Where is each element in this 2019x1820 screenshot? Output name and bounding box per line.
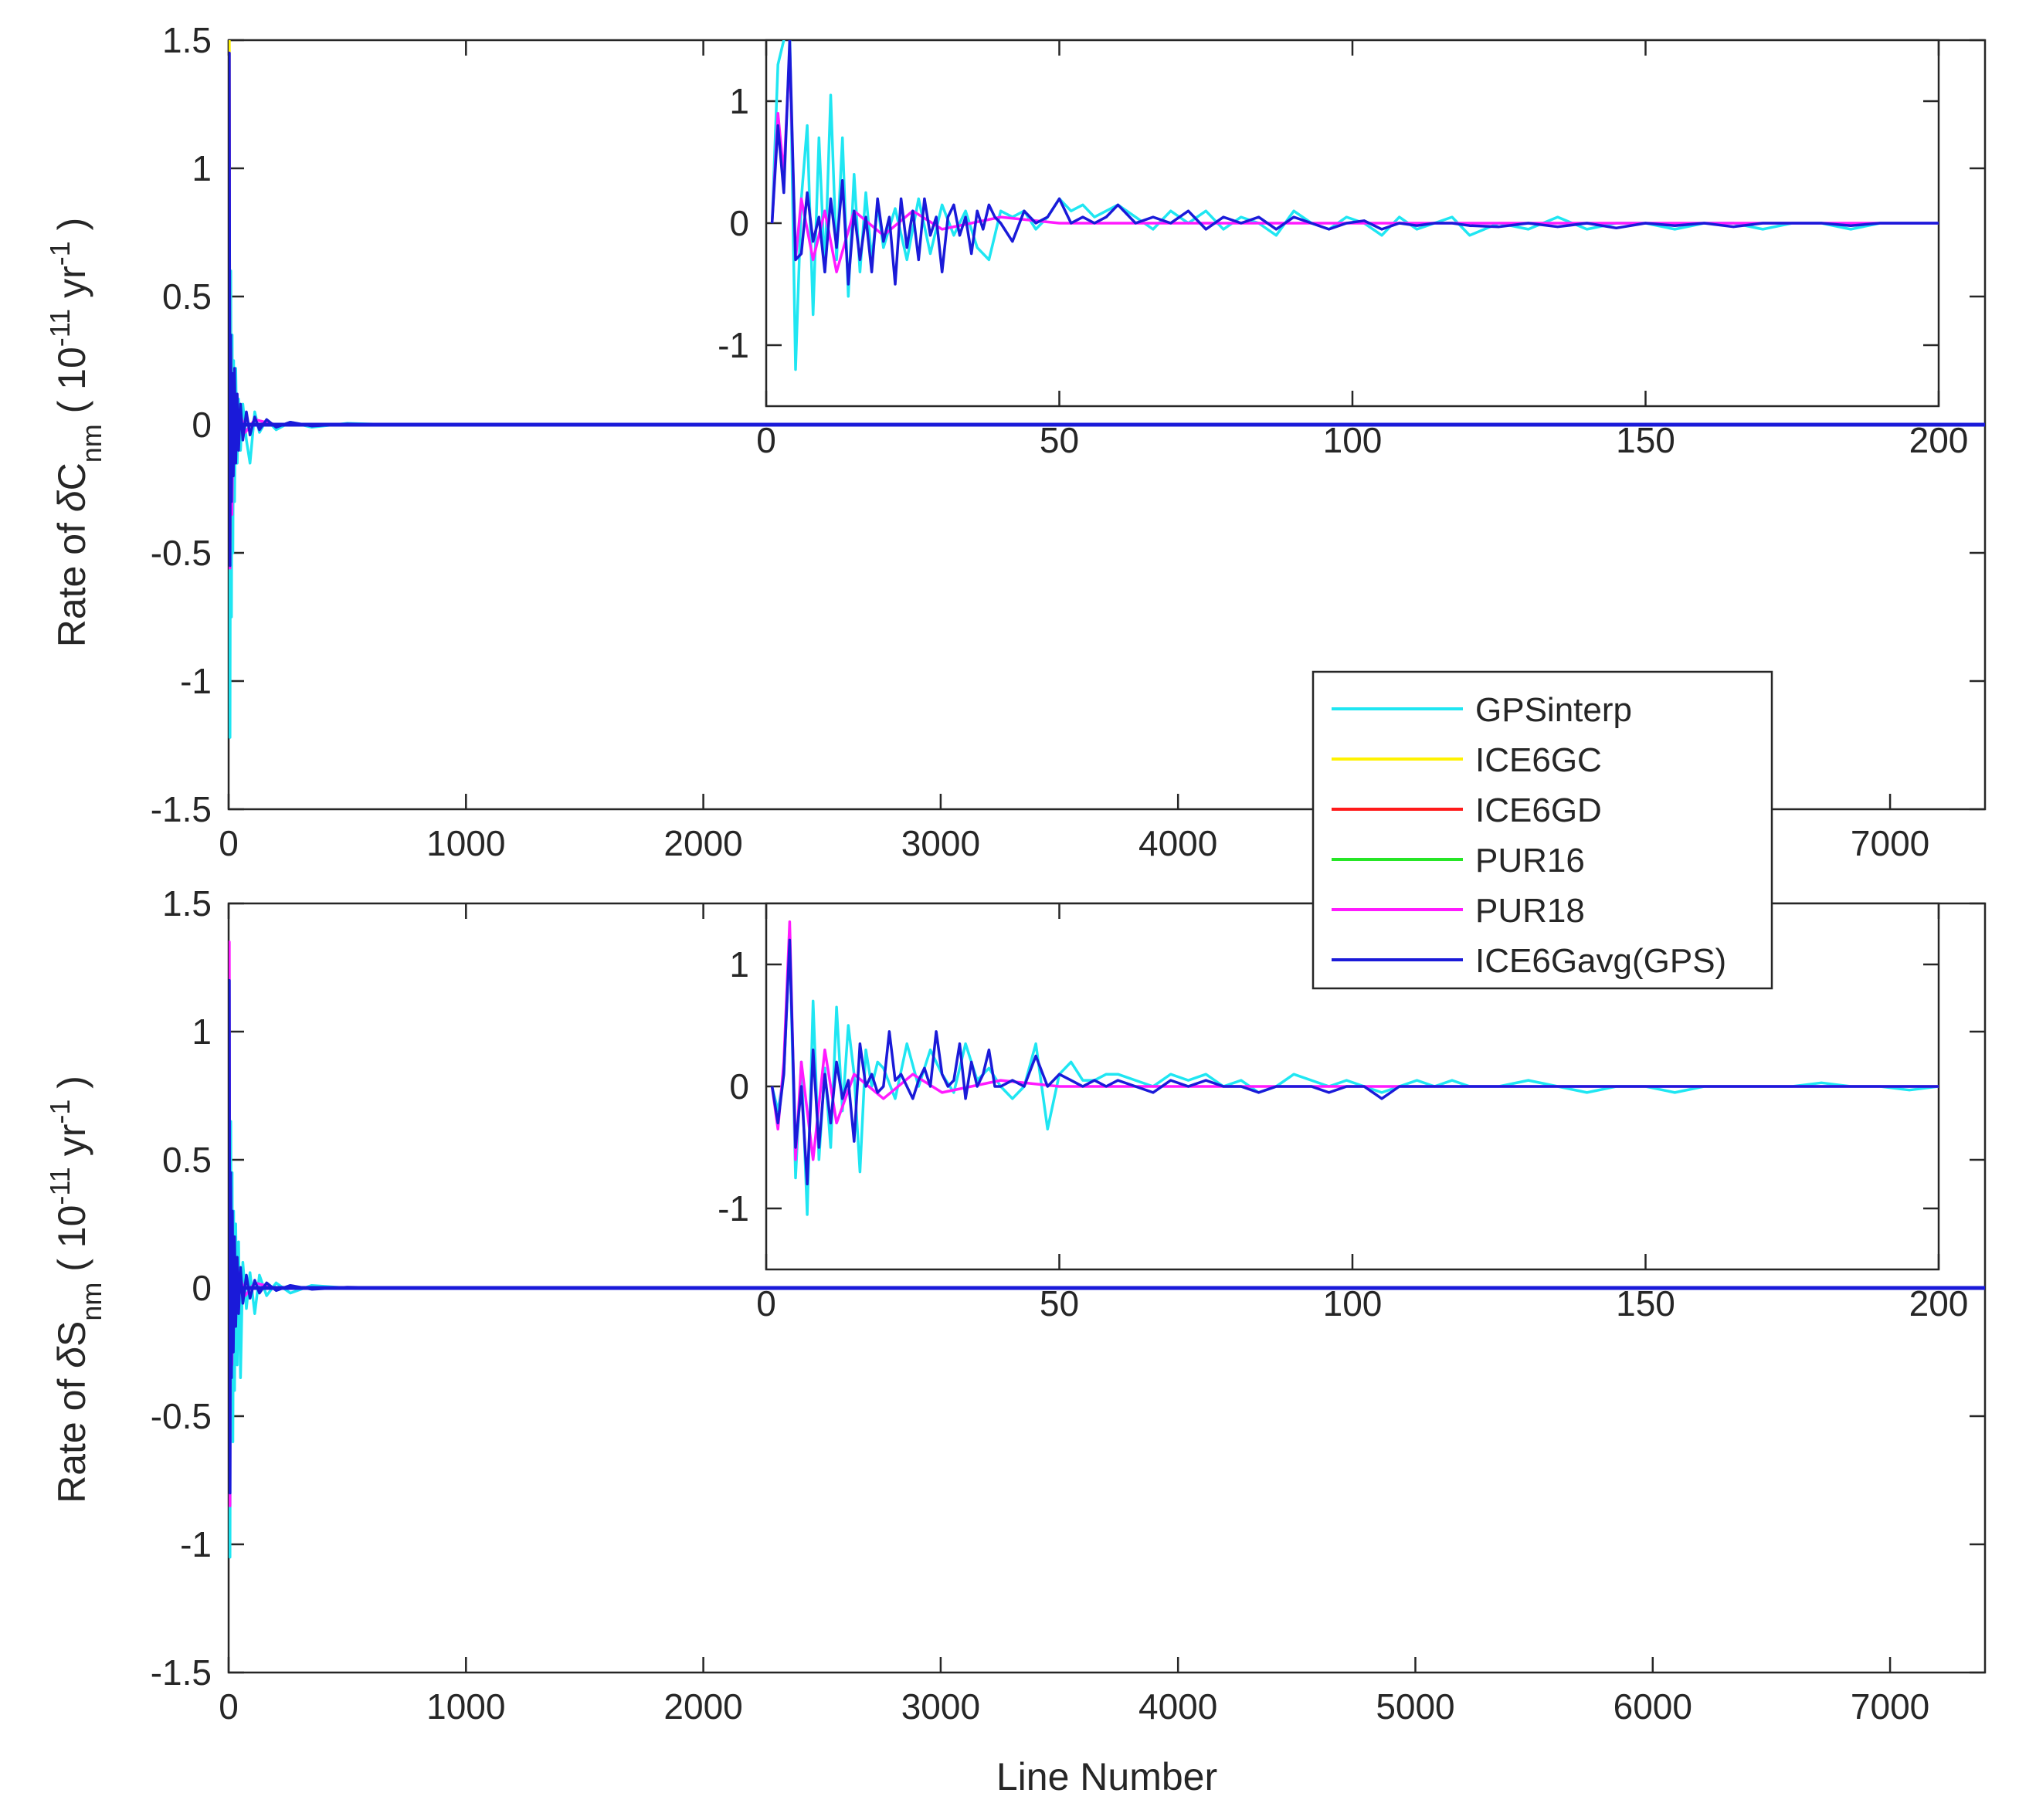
top-inset-series — [770, 40, 1939, 371]
bottom-y-tick-label: 1.5 — [162, 883, 212, 924]
bottom-y-tick-label: 0 — [192, 1268, 212, 1308]
top-x-tick-label: 4000 — [1138, 823, 1217, 863]
top-inset: 0 50 100 150 200 -1 0 1 — [718, 39, 1968, 460]
bottom-y-tick-label: 0.5 — [162, 1140, 212, 1180]
bottom-x-tick-label: 3000 — [901, 1686, 980, 1727]
bottom-inset-series-gpsinterp — [770, 938, 1939, 1216]
top-y-tick-label: 0.5 — [162, 276, 212, 317]
bottom-inset-x-tick-label: 50 — [1040, 1283, 1079, 1323]
bottom-y-tick-label: -0.5 — [151, 1396, 212, 1436]
top-inset-series-ice6gavg-gps- — [770, 40, 1939, 286]
bottom-y-tick-label: -1 — [180, 1524, 212, 1564]
legend-entries: GPSinterp ICE6GC ICE6GD PUR16 PUR18 ICE6Gavg(… — [1332, 691, 1726, 980]
top-y-tick-label: -1.5 — [151, 789, 212, 829]
bottom-x-tick-label: 1000 — [426, 1686, 505, 1727]
top-x-tick-label: 0 — [219, 823, 239, 863]
bottom-x-tick-label: 4000 — [1138, 1686, 1217, 1727]
top-inset-ticks: 0 50 100 150 200 -1 0 1 — [718, 40, 1968, 460]
top-inset-x-tick-label: 100 — [1323, 420, 1383, 460]
top-inset-x-tick-label: 200 — [1909, 420, 1969, 460]
top-series — [229, 40, 1985, 739]
bottom-ticks: 0 1000 2000 3000 4000 5000 6000 7000-1.5-1-0.50… — [151, 883, 1985, 1727]
legend: GPSinterp ICE6GC ICE6GD PUR16 PUR18 ICE6Gavg(… — [1312, 670, 1773, 990]
bottom-x-tick-label: 2000 — [663, 1686, 742, 1727]
top-inset-x-tick-label: 0 — [756, 420, 776, 460]
top-inset-x-tick-label: 150 — [1616, 420, 1675, 460]
top-inset-y-tick-label: 1 — [729, 81, 749, 121]
bottom-x-tick-label: 6000 — [1614, 1686, 1692, 1727]
bottom-inset-y-tick-label: 1 — [729, 944, 749, 985]
bottom-y-tick-label: 1 — [192, 1012, 212, 1052]
bottom-inset-y-tick-label: -1 — [718, 1188, 749, 1229]
bottom-y-tick-label: -1.5 — [151, 1652, 212, 1693]
top-x-tick-label: 7000 — [1851, 823, 1929, 863]
legend-box — [1312, 670, 1773, 990]
legend-label-pur18: PUR18 — [1475, 892, 1585, 930]
bottom-inset-x-tick-label: 200 — [1909, 1283, 1969, 1323]
bottom-panel: 0 1000 2000 3000 4000 5000 6000 7000-1.5-1-0.50… — [44, 883, 1987, 1798]
top-inset-x-tick-label: 50 — [1040, 420, 1079, 460]
top-y-axis-title: Rate of δCnm ( 10-11 yr-1 ) — [44, 218, 107, 648]
top-panel: 01000200030004000500060007000-1.5-1-0.50… — [44, 20, 1987, 863]
bottom-inset-ticks: 0 50 100 150 200 -1 0 1 — [718, 903, 1968, 1323]
bottom-inset-series — [770, 920, 1939, 1216]
legend-label-ice6gavg-gps-: ICE6Gavg(GPS) — [1475, 942, 1726, 980]
top-y-tick-label: 1.5 — [162, 20, 212, 60]
top-inset-y-tick-label: 0 — [729, 203, 749, 243]
legend-label-pur16: PUR16 — [1475, 842, 1585, 879]
legend-label-gpsinterp: GPSinterp — [1475, 691, 1632, 729]
legend-label-ice6gc: ICE6GC — [1475, 741, 1602, 779]
bottom-x-tick-label: 7000 — [1851, 1686, 1929, 1727]
top-y-tick-label: -0.5 — [151, 533, 212, 573]
top-y-tick-label: 1 — [192, 148, 212, 188]
bottom-inset-x-tick-label: 100 — [1323, 1283, 1383, 1323]
top-y-tick-label: -1 — [180, 661, 212, 701]
top-y-tick-label: 0 — [192, 405, 212, 445]
bottom-x-tick-label: 0 — [219, 1686, 239, 1727]
top-x-tick-label: 1000 — [426, 823, 505, 863]
bottom-series — [229, 941, 1985, 1559]
legend-label-ice6gd: ICE6GD — [1475, 791, 1602, 829]
bottom-y-axis-title: Rate of δSnm ( 10-11 yr-1 ) — [44, 1076, 107, 1503]
bottom-inset-series-ice6gavg-gps- — [770, 938, 1939, 1186]
bottom-x-tick-label: 5000 — [1376, 1686, 1454, 1727]
top-x-tick-label: 2000 — [663, 823, 742, 863]
bottom-inset-x-tick-label: 0 — [756, 1283, 776, 1323]
top-inset-y-tick-label: -1 — [718, 325, 749, 365]
bottom-inset-y-tick-label: 0 — [729, 1066, 749, 1107]
top-x-tick-label: 3000 — [901, 823, 980, 863]
x-axis-title: Line Number — [996, 1755, 1217, 1798]
bottom-inset-x-tick-label: 150 — [1616, 1283, 1675, 1323]
